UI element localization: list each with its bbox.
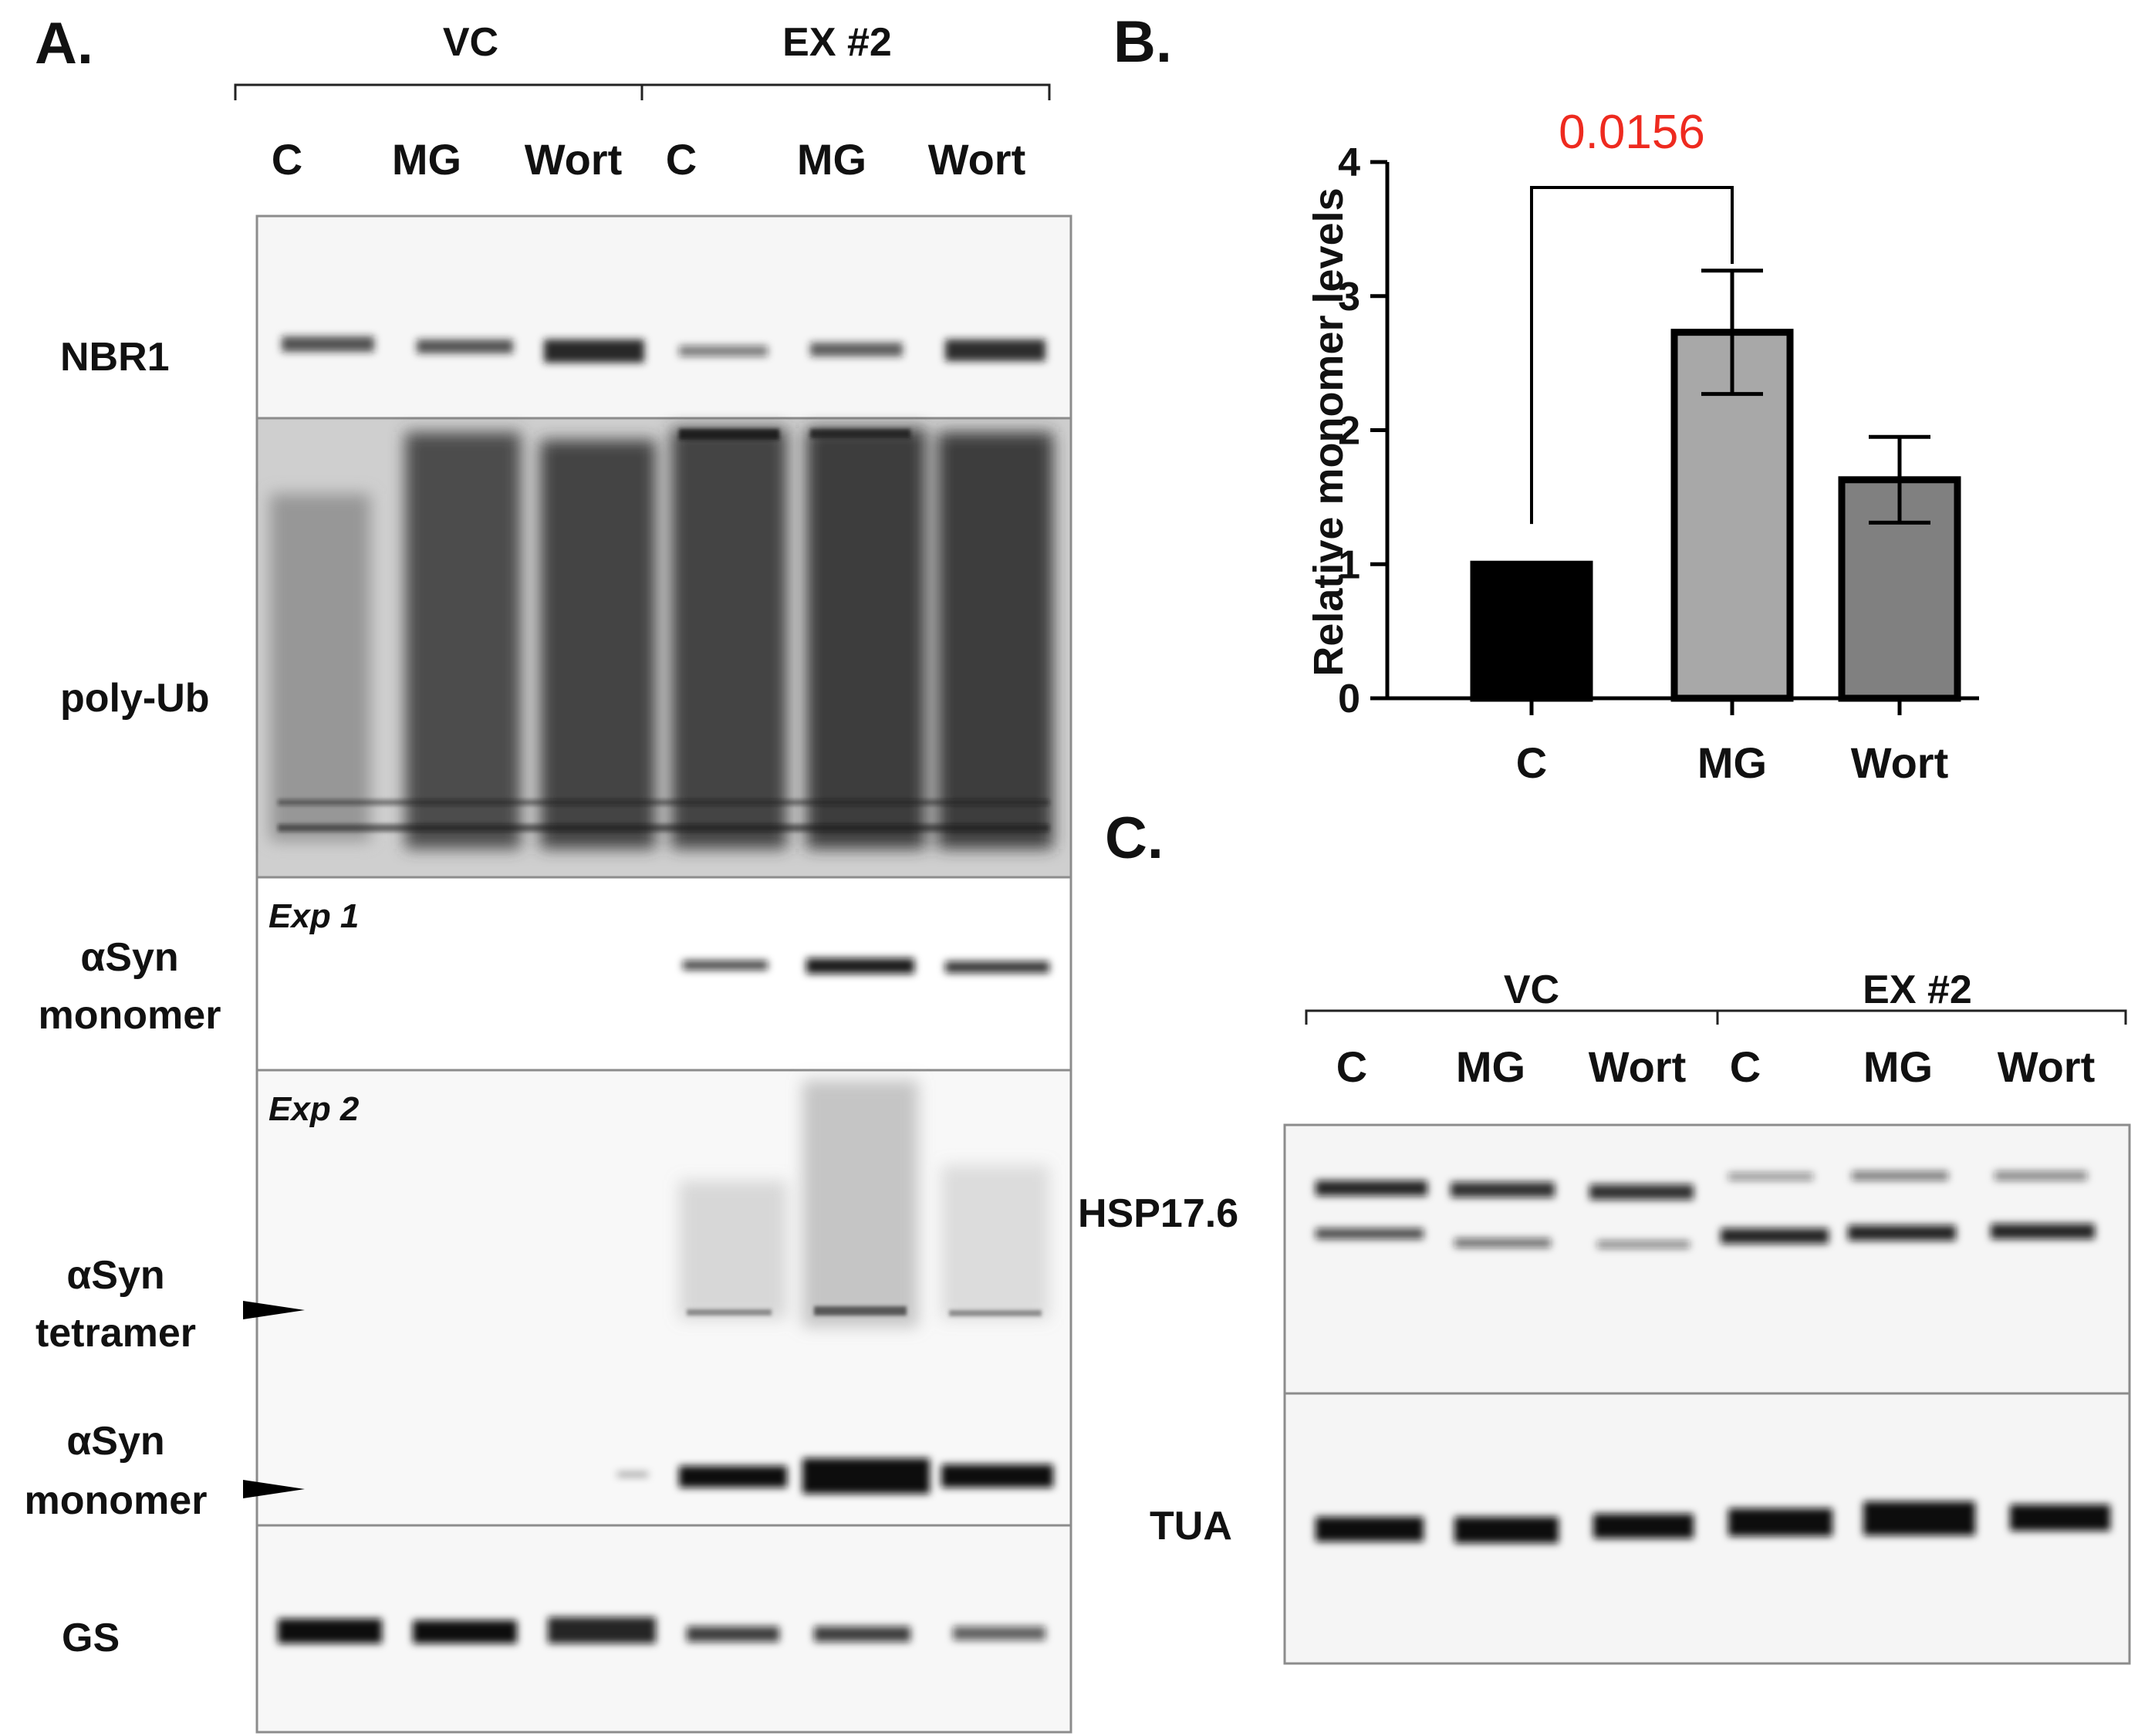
blot-hsp17-6: HSP17.6 <box>1078 1123 2131 1395</box>
p-value-label: 0.0156 <box>1559 106 1705 159</box>
x-tick-label: C <box>1516 738 1547 787</box>
y-tick-label: 4 <box>1338 140 1360 185</box>
lane-label: C <box>272 135 302 184</box>
blot-gs: GS <box>62 1524 1072 1734</box>
lane-label: Wort <box>1998 1042 2096 1091</box>
panel-a-label: A. <box>35 11 93 76</box>
blot-label-hsp17-6: HSP17.6 <box>1078 1191 1238 1236</box>
tetramer-label-line1: αSyn <box>66 1253 164 1298</box>
significance-bracket <box>1530 186 1734 525</box>
monomer-label-line2: monomer <box>25 1478 208 1523</box>
bar <box>1470 560 1593 702</box>
group-label-ex2: EX #2 <box>1863 968 1972 1012</box>
monomer-label-line1: αSyn <box>66 1419 164 1464</box>
y-tick-label: 2 <box>1338 409 1360 454</box>
lane-label: MG <box>1456 1042 1525 1091</box>
panel-c-label: C. <box>1105 806 1164 871</box>
blot-label-gs: GS <box>62 1616 120 1660</box>
group-label-vc: VC <box>443 20 498 65</box>
exp1-label-line2: monomer <box>39 993 221 1038</box>
y-tick-label: 0 <box>1338 677 1360 721</box>
exp2-tag: Exp 2 <box>269 1090 360 1128</box>
lane-label: C <box>666 135 697 184</box>
y-tick-label: 1 <box>1338 542 1360 587</box>
blot-label-nbr1: NBR1 <box>60 335 170 380</box>
blot-polyub: poly-Ub <box>60 417 1072 879</box>
blot-label-tua: TUA <box>1150 1504 1232 1549</box>
blot-nbr1: NBR1 <box>60 214 1072 420</box>
group-label-vc: VC <box>1504 968 1559 1012</box>
lane-label: C <box>1336 1042 1367 1091</box>
exp1-label-line1: αSyn <box>80 935 178 980</box>
blot-label-polyub: poly-Ub <box>60 676 210 721</box>
panel-c: C. VC EX #2 C MG Wort C MG Wort <box>1078 806 2131 1665</box>
x-tick-label: Wort <box>1851 738 1949 787</box>
panel-a: A. VC EX #2 C MG Wort C MG Wort NBR1 <box>25 11 1072 1734</box>
bar-chart: 0 1 2 3 4 C MG Wort 0.0156 <box>1338 106 1979 787</box>
panel-b-label: B. <box>1113 9 1172 75</box>
blot-tua: TUA <box>1150 1392 2131 1665</box>
lane-label: MG <box>797 135 866 184</box>
lane-label: MG <box>392 135 461 184</box>
lane-label: Wort <box>525 135 623 184</box>
lane-label: C <box>1730 1042 1761 1091</box>
chart-ylabel: Relative monomer levels <box>1305 187 1352 676</box>
tetramer-arrowhead <box>243 1301 305 1319</box>
lane-label: Wort <box>928 135 1026 184</box>
exp1-tag: Exp 1 <box>269 897 359 935</box>
lane-label: MG <box>1863 1042 1933 1091</box>
blot-exp2: Exp 2 αSyn tetramer αSyn monomer <box>25 1069 1072 1527</box>
blot-exp1: Exp 1 αSyn monomer <box>39 876 1072 1072</box>
group-bracket <box>1305 1009 2127 1025</box>
lane-label: Wort <box>1589 1042 1687 1091</box>
y-tick-label: 3 <box>1338 275 1360 319</box>
monomer-arrowhead <box>243 1480 305 1498</box>
tetramer-label-line2: tetramer <box>35 1311 196 1356</box>
x-tick-label: MG <box>1697 738 1767 787</box>
group-label-ex2: EX #2 <box>782 20 892 65</box>
group-bracket <box>234 83 1051 100</box>
